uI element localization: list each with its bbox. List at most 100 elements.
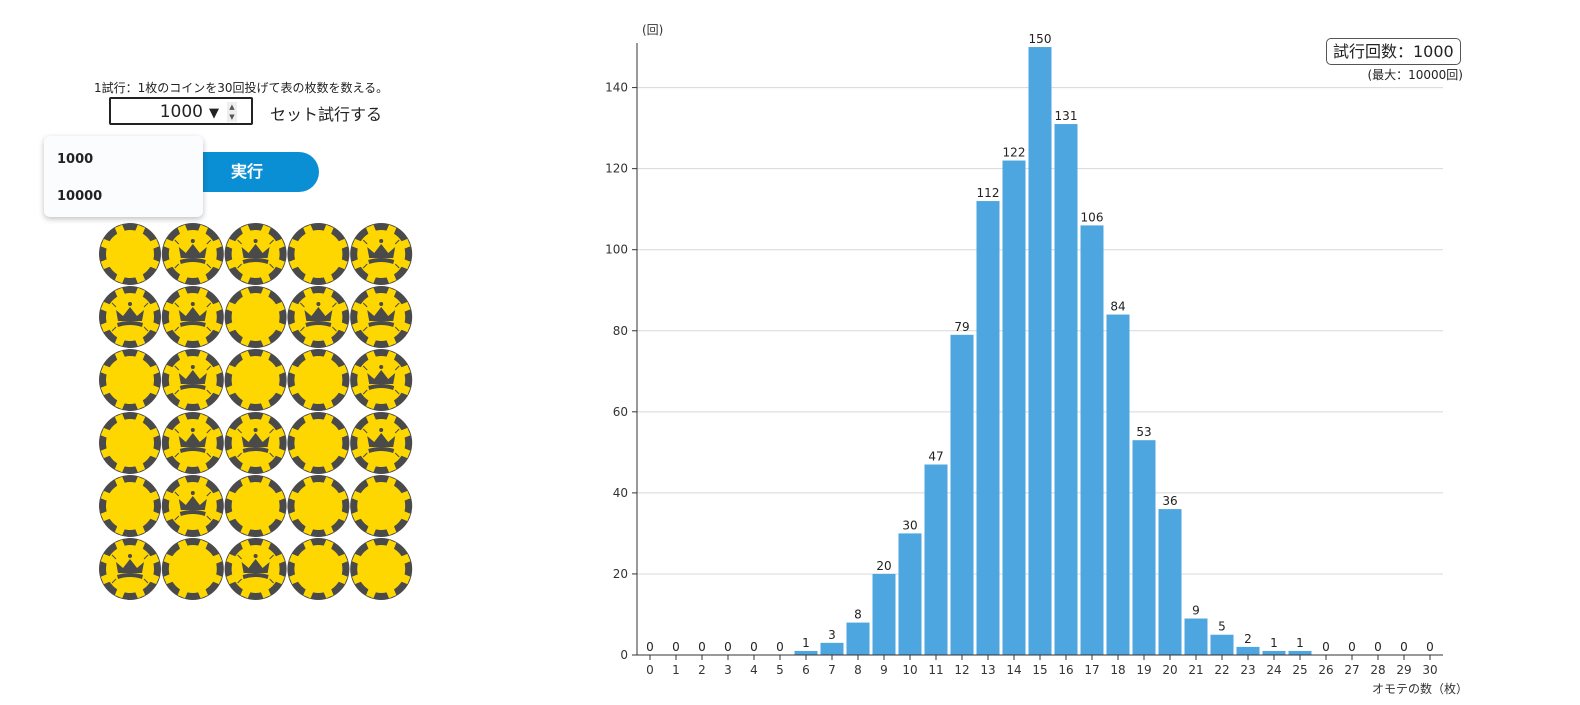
crown-ray: [362, 365, 368, 371]
crown-base: [242, 447, 269, 453]
coin-face: [294, 230, 343, 278]
coin-notch: [337, 553, 348, 565]
coin-notch: [399, 258, 411, 270]
crown-ray: [206, 515, 212, 521]
x-tick-label: 6: [802, 663, 810, 677]
coin-notch: [337, 238, 348, 250]
coin-notch: [274, 510, 285, 522]
crown-base: [179, 384, 206, 390]
crown-ray: [237, 428, 242, 434]
coin-notch: [323, 539, 334, 551]
data-label: 0: [646, 640, 654, 654]
data-label: 0: [750, 640, 758, 654]
coin-notch: [385, 287, 397, 299]
crown-ray: [332, 302, 337, 308]
coin-notch: [303, 413, 314, 425]
coin-notch: [226, 510, 237, 522]
coin-notch: [100, 573, 112, 585]
coin-notch: [177, 287, 189, 299]
coin-tails: [224, 349, 287, 411]
crown-body: [367, 433, 396, 447]
coin-notch: [226, 490, 237, 502]
coin-notch: [148, 573, 160, 585]
coin-notch: [351, 427, 363, 439]
coin-notch: [177, 272, 189, 284]
data-label: 9: [1192, 604, 1200, 618]
coin-notch: [399, 321, 411, 333]
coin-notch: [134, 539, 146, 551]
set-count-select[interactable]: 1000 ▼ ▲ ▼: [109, 97, 253, 125]
coin-notch: [197, 461, 208, 473]
crown-body: [178, 433, 207, 447]
data-label: 0: [1348, 640, 1356, 654]
coin-notch: [366, 413, 377, 425]
crown-ray: [174, 239, 180, 245]
set-count-value: 1000: [159, 102, 203, 122]
y-tick-label: 20: [613, 567, 628, 581]
dropdown-option[interactable]: 10000: [57, 189, 103, 204]
coin-notch: [197, 398, 208, 410]
x-tick-label: 14: [1006, 663, 1021, 677]
set-suffix-label: セット試行する: [270, 105, 383, 124]
coin-notch: [399, 553, 411, 565]
crown-base: [179, 321, 206, 327]
coin-notch: [399, 510, 411, 522]
crown-icon: [237, 428, 274, 458]
coin-notch: [399, 384, 411, 396]
dropdown-option[interactable]: 1000: [57, 152, 94, 167]
coin-notch: [226, 573, 237, 585]
crown-base: [117, 573, 143, 579]
crown-jewel: [253, 554, 258, 558]
coin-notch: [226, 321, 237, 333]
coin-notch: [289, 321, 300, 333]
coin-notch: [114, 398, 126, 410]
crown-icon: [111, 554, 149, 584]
x-tick-label: 20: [1162, 663, 1177, 677]
crown-ray: [143, 302, 149, 308]
coin-notch: [226, 384, 237, 396]
crown-body: [116, 307, 144, 321]
coin-notch: [385, 224, 397, 236]
coin-notch: [240, 224, 251, 236]
crown-ray: [174, 365, 180, 371]
crown-ray: [394, 326, 400, 332]
x-axis-label: オモテの数（枚）: [1372, 681, 1468, 696]
coin-notch: [399, 427, 411, 439]
coin-notch: [260, 335, 271, 347]
coin-notch: [114, 224, 126, 236]
x-tick-label: 28: [1370, 663, 1385, 677]
coin-notch: [260, 398, 271, 410]
crown-base: [242, 258, 269, 264]
crown-jewel: [190, 491, 195, 495]
coin-notch: [163, 384, 175, 396]
coin-notch: [260, 224, 271, 236]
crown-ray: [174, 452, 180, 458]
spinner-icon[interactable]: ▲ ▼: [227, 102, 237, 122]
coin-notch: [197, 587, 208, 599]
coin-notch: [114, 287, 126, 299]
crown-ray: [269, 428, 274, 434]
data-label: 36: [1162, 494, 1177, 508]
x-tick-label: 18: [1110, 663, 1125, 677]
coin-notch: [197, 524, 208, 536]
crown-ray: [206, 365, 212, 371]
bar: [1184, 618, 1208, 655]
coin-notch: [211, 427, 223, 439]
coin-heads: [161, 286, 224, 348]
coin-notch: [177, 413, 189, 425]
x-tick-label: 1: [672, 663, 680, 677]
crown-ray: [174, 491, 180, 497]
x-tick-label: 19: [1136, 663, 1151, 677]
coin-notch: [134, 335, 146, 347]
crown-ray: [143, 578, 149, 584]
coin-notch: [163, 573, 175, 585]
coin-notch: [240, 287, 251, 299]
dropdown-caret-icon[interactable]: ▼: [209, 106, 219, 121]
coin-notch: [134, 413, 146, 425]
coin-notch: [303, 350, 314, 362]
coin-notch: [351, 573, 363, 585]
coin-notch: [100, 427, 112, 439]
x-tick-label: 0: [646, 663, 654, 677]
crown-icon: [174, 365, 212, 395]
coin-notch: [134, 350, 146, 362]
